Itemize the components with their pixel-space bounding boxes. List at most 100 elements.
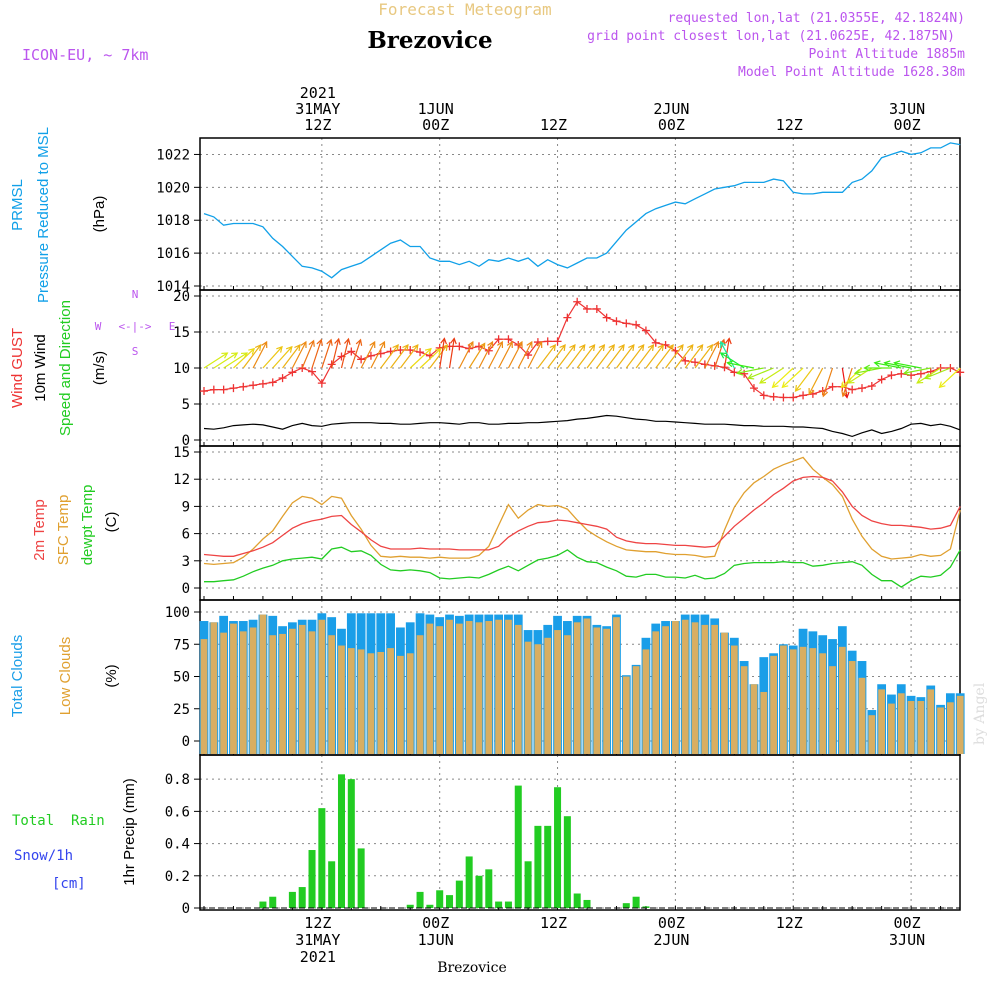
y-tick-label: 10 [173,361,190,377]
wind-direction-arrow [262,346,283,369]
bottom-time-label: 1JUN [418,931,454,949]
bottom-time-label: 2JUN [653,931,689,949]
wind-direction-arrow [795,367,814,392]
y-tick-label: 20 [173,289,190,305]
wind-direction-arrow [213,352,238,369]
low-clouds-bar [397,655,404,754]
wind-direction-arrow [727,362,755,369]
low-clouds-bar [377,651,385,754]
wind-gust-marker [474,342,483,351]
panel-frame [199,137,961,291]
low-clouds-bar [878,689,886,754]
wind-direction-arrow [625,344,645,369]
wind-direction-arrow [939,367,961,388]
low-clouds-bar [662,626,669,754]
y-tick-label: 1018 [156,213,190,229]
low-clouds-bar [946,702,954,754]
wind-direction-arrow [439,338,445,369]
low-clouds-bar [210,622,218,754]
wind-direction-arrowhead [853,368,861,376]
wind-gust-marker [209,385,218,394]
wind-direction-arrow [488,341,503,369]
wind-direction-arrow [537,344,556,369]
low-clouds-bar [514,624,522,754]
wind-direction-arrow [311,339,322,369]
low-clouds-bar [328,635,336,754]
wind-direction-arrow [282,344,301,369]
rain-bar [328,861,336,908]
wind-direction-arrow [448,338,455,369]
wind-gust-marker [366,351,375,360]
rain-bar [534,825,542,908]
low-clouds-bar [848,661,856,754]
wind-direction-arrow [547,344,566,369]
low-clouds-bar [721,632,728,754]
wind-direction-arrow [203,352,228,369]
wind-direction-arrow [321,339,332,369]
low-clouds-bar [809,648,817,754]
bottom-time-label: 00Z [422,914,449,932]
wind-direction-arrowhead [254,344,262,352]
wind-direction-arrow [340,338,350,369]
wind-direction-arrowhead [747,373,755,380]
y-tick-label: 0.8 [165,772,190,788]
top-time-label: 2021 [300,84,336,102]
low-clouds-bar [279,633,286,754]
low-clouds-bar [780,645,787,754]
wind-gust-marker [268,378,277,387]
wind-direction-arrowhead [847,377,855,384]
rain-bar [406,904,414,908]
bottom-time-label: 12Z [540,914,567,932]
low-clouds-bar [691,622,699,754]
wind-direction-arrow [606,344,625,369]
rain-bar [337,774,345,908]
wind-direction-arrow [331,338,340,369]
wind-unit-label: (m/s) [91,351,108,385]
y-tick-label: 9 [182,499,190,515]
low-clouds-bar [308,631,316,754]
wind-gust-marker [956,368,965,377]
wind-direction-arrow [635,344,654,369]
wind-direction-arrowhead [412,344,419,352]
wind-gust-marker [573,297,582,306]
low-clouds-bar [672,621,679,754]
wind-direction-arrow [301,340,315,369]
wind-direction-arrowhead [735,368,744,376]
wind-gust-marker [749,384,758,393]
wind-direction-arrowhead [516,340,523,349]
low-clouds-bar [338,645,345,754]
low-clouds-bar [406,653,414,754]
wind-direction-arrowhead [392,344,399,352]
wind-direction-arrow [252,341,268,369]
wind-direction-arrow [370,341,385,369]
low-clouds-bar [858,677,866,754]
wind-gust-marker [249,381,258,390]
wind-direction-arrowhead [467,340,474,349]
low-clouds-bar [524,641,532,754]
wind-direction-arrow [665,344,684,369]
low-clouds-bar [505,619,512,754]
wind-gust-marker [278,374,287,383]
low-clouds-bar [446,619,453,754]
bottom-time-label: 00Z [658,914,685,932]
wind-direction-arrow [350,339,362,369]
wind-10m-line [203,414,961,438]
low-clouds-bar [465,621,473,754]
wind-gust-marker [789,393,798,402]
rain-bar [632,896,640,908]
wind-direction-arrow [674,344,694,369]
low-clouds-bar [563,635,571,754]
wind-direction-arrowhead [221,352,229,359]
wind-direction-arrowhead [536,340,543,349]
wind-direction-arrowhead [719,352,727,359]
low-clouds-bar [593,627,601,754]
wind-direction-arrowhead [369,340,376,349]
wind-gust-marker [681,356,690,365]
rain-bar [544,825,552,908]
wind-gust-marker [887,371,896,380]
title-forecast-meteogram: Forecast Meteogram [378,0,551,19]
low-clouds-bar [200,639,208,754]
y-tick-label: 5 [182,397,190,413]
